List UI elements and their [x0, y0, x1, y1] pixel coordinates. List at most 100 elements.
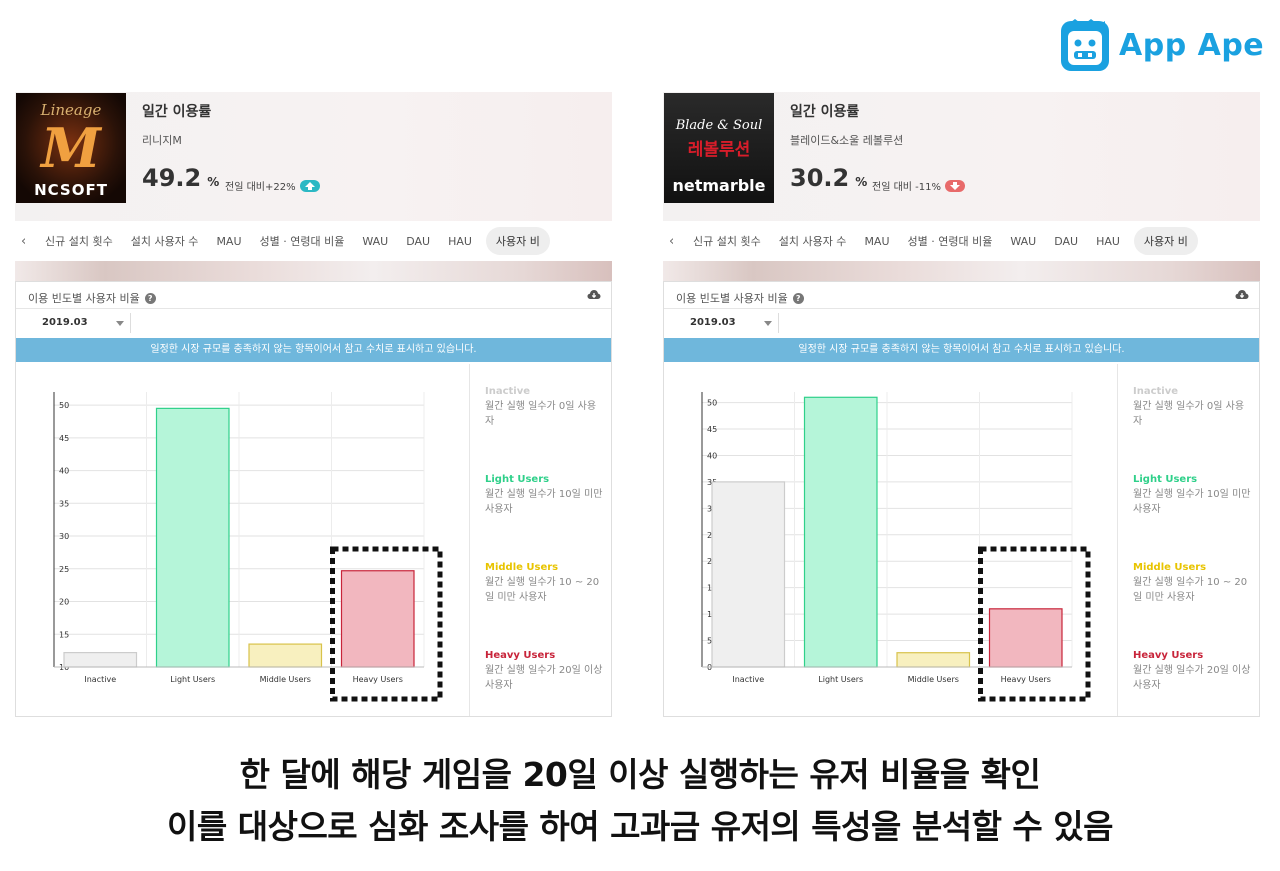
bar-middle-users [896, 652, 971, 668]
y-tick-label: 15 [59, 630, 69, 639]
y-tick-label: 50 [59, 401, 69, 410]
caption-line-1: 한 달에 해당 게임을 20일 이상 실행하는 유저 비율을 확인 [239, 755, 1041, 794]
tab-new-installs[interactable]: 신규 설치 횟수 [45, 235, 113, 248]
legend-heavy-users: Heavy Users 월간 실행 일수가 20일 이상 사용자 [1133, 650, 1251, 691]
x-tick-label: Middle Users [908, 675, 959, 684]
bar-inactive [711, 481, 786, 668]
y-tick-label: 50 [707, 399, 717, 408]
tab-mau[interactable]: MAU [864, 234, 890, 248]
tab-gender-age[interactable]: 성별 · 연령대 비율 [907, 235, 993, 248]
y-tick-label: 45 [59, 434, 69, 443]
arrow-down-icon [945, 179, 965, 192]
help-icon[interactable]: ? [144, 292, 156, 304]
highlight-box [330, 546, 443, 702]
cloud-download-icon[interactable] [587, 289, 601, 300]
y-tick-label: 5 [707, 637, 712, 646]
panel-blade-soul-revolution: Blade & Soul 레볼루션 netmarble 일간 이용률 블레이드&… [663, 92, 1260, 717]
month-value: 2019.03 [42, 317, 88, 328]
tab-user-ratio[interactable]: 사용자 비 [485, 227, 550, 255]
tab-gender-age[interactable]: 성별 · 연령대 비율 [259, 235, 345, 248]
tab-mau[interactable]: MAU [216, 234, 242, 248]
icon-publisher: NCSOFT [34, 181, 108, 199]
tab-install-users[interactable]: 설치 사용자 수 [778, 235, 847, 248]
bar-light-users [803, 396, 878, 668]
tab-dau[interactable]: DAU [406, 234, 431, 248]
tab-new-installs[interactable]: 신규 설치 횟수 [693, 235, 761, 248]
tab-dau[interactable]: DAU [1054, 234, 1079, 248]
legend: Inactive 월간 실행 일수가 0일 사용자 Light Users 월간 실… [469, 364, 612, 716]
percent-unit: % [855, 175, 868, 189]
chevron-down-icon [116, 321, 124, 326]
bar-inactive [63, 651, 138, 668]
y-tick-label: 25 [59, 565, 69, 574]
compare-text: 전일 대비+22% [225, 182, 296, 193]
day-compare: 전일 대비 -11% [872, 178, 965, 193]
y-tick-label: 30 [59, 532, 69, 541]
metric-value: 30.2% [790, 164, 867, 192]
month-select[interactable]: 2019.03 [34, 313, 131, 333]
percent-value: 49.2 [142, 164, 202, 192]
y-tick-label: 45 [707, 425, 717, 434]
card-title: 이용 빈도별 사용자 비율? [28, 290, 156, 306]
x-tick-label: Light Users [170, 675, 215, 684]
metric-value: 49.2% [142, 164, 219, 192]
card-title: 이용 빈도별 사용자 비율? [676, 290, 804, 306]
cloud-download-icon[interactable] [1235, 289, 1249, 300]
game-name: 블레이드&소울 레볼루션 [790, 134, 904, 147]
legend-inactive: Inactive 월간 실행 일수가 0일 사용자 [1133, 386, 1245, 427]
banner-strip [15, 261, 612, 281]
bar-chart: 101520253035404550InactiveLight UsersMid… [53, 392, 443, 702]
y-tick-label: 20 [59, 598, 69, 607]
icon-subtitle: 레볼루션 [688, 140, 751, 160]
caption-line-2: 이를 대상으로 심화 조사를 하여 고과금 유저의 특성을 분석할 수 있음 [167, 807, 1113, 846]
x-tick-label: Light Users [818, 675, 863, 684]
banner-strip [663, 261, 1260, 281]
tab-wau[interactable]: WAU [362, 234, 389, 248]
compare-text: 전일 대비 -11% [872, 182, 941, 193]
arrow-up-icon [299, 179, 320, 192]
ape-face-icon [1061, 19, 1109, 71]
chevron-left-icon[interactable]: ‹ [669, 233, 675, 249]
panel-lineage-m: Lineage M NCSOFT 일간 이용률 리니지M 49.2% 전일 대비… [15, 92, 612, 717]
x-tick-label: Inactive [732, 675, 764, 684]
month-select[interactable]: 2019.03 [682, 313, 779, 333]
notice-banner: 일정한 시장 규모를 충족하지 않는 항목이어서 참고 수치로 표시하고 있습니… [16, 338, 611, 362]
legend-middle-users: Middle Users 월간 실행 일수가 10 ~ 20일 미만 사용자 [1133, 562, 1248, 603]
usage-frequency-card: 이용 빈도별 사용자 비율? 2019.03 일정한 시장 규모를 충족하지 않… [15, 281, 612, 717]
icon-title: Blade & Soul [675, 118, 763, 133]
metric-tabs: ‹ 신규 설치 횟수 설치 사용자 수 MAU 성별 · 연령대 비율 WAU … [15, 221, 612, 261]
usage-frequency-card: 이용 빈도별 사용자 비율? 2019.03 일정한 시장 규모를 충족하지 않… [663, 281, 1260, 717]
icon-letter: M [39, 116, 103, 180]
tab-user-ratio[interactable]: 사용자 비 [1133, 227, 1198, 255]
metric-title: 일간 이용률 [142, 104, 212, 120]
x-tick-label: Inactive [84, 675, 116, 684]
tab-hau[interactable]: HAU [448, 234, 472, 248]
icon-title: Lineage [40, 101, 102, 119]
x-tick-label: Heavy Users [1001, 675, 1051, 684]
chevron-down-icon [764, 321, 772, 326]
x-tick-label: Middle Users [260, 675, 311, 684]
day-compare: 전일 대비+22% [225, 178, 320, 193]
notice-banner: 일정한 시장 규모를 충족하지 않는 항목이어서 참고 수치로 표시하고 있습니… [664, 338, 1259, 362]
app-header: Lineage M NCSOFT 일간 이용률 리니지M 49.2% 전일 대비… [15, 92, 612, 221]
chevron-left-icon[interactable]: ‹ [21, 233, 27, 249]
month-value: 2019.03 [690, 317, 736, 328]
bar-heavy-users [340, 570, 415, 668]
tab-wau[interactable]: WAU [1010, 234, 1037, 248]
help-icon[interactable]: ? [792, 292, 804, 304]
highlight-box [978, 546, 1091, 702]
legend-middle-users: Middle Users 월간 실행 일수가 10 ~ 20일 미만 사용자 [485, 562, 600, 603]
legend-heavy-users: Heavy Users 월간 실행 일수가 20일 이상 사용자 [485, 650, 603, 691]
tab-hau[interactable]: HAU [1096, 234, 1120, 248]
game-icon-blade-soul: Blade & Soul 레볼루션 netmarble [664, 93, 774, 203]
bar-chart: 05101520253035404550InactiveLight UsersM… [701, 392, 1091, 702]
bar-light-users [155, 407, 230, 668]
card-toolbar: 2019.03 [664, 308, 1259, 337]
game-name: 리니지M [142, 134, 182, 147]
legend: Inactive 월간 실행 일수가 0일 사용자 Light Users 월간 실… [1117, 364, 1260, 716]
app-ape-logo: App Ape [1059, 16, 1264, 74]
bar-heavy-users [988, 608, 1063, 668]
brand-name: App Ape [1119, 27, 1265, 63]
metric-title: 일간 이용률 [790, 104, 860, 120]
tab-install-users[interactable]: 설치 사용자 수 [130, 235, 199, 248]
